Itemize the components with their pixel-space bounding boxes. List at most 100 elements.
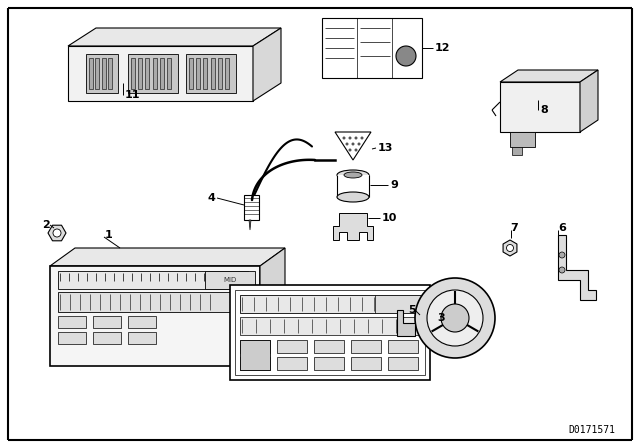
Bar — [218, 58, 222, 89]
Bar — [337, 175, 369, 197]
Polygon shape — [580, 70, 598, 132]
Text: 7: 7 — [510, 223, 518, 233]
Bar — [203, 58, 207, 89]
Bar — [240, 340, 270, 370]
Circle shape — [355, 137, 358, 139]
Text: 11: 11 — [125, 90, 141, 100]
Circle shape — [355, 148, 358, 151]
Ellipse shape — [344, 172, 362, 178]
Ellipse shape — [337, 192, 369, 202]
Bar — [108, 58, 112, 89]
Polygon shape — [333, 213, 373, 240]
Text: 8: 8 — [540, 105, 548, 115]
Bar — [102, 58, 106, 89]
Circle shape — [396, 46, 416, 66]
Bar — [196, 58, 200, 89]
Bar — [388, 357, 418, 370]
Bar — [160, 58, 164, 89]
Circle shape — [358, 142, 360, 146]
Bar — [500, 82, 580, 132]
Bar — [89, 58, 93, 89]
Bar — [211, 58, 215, 89]
Bar — [167, 58, 171, 89]
Bar — [58, 292, 248, 312]
Polygon shape — [50, 248, 285, 266]
Circle shape — [53, 229, 61, 237]
Bar — [58, 271, 248, 289]
Bar — [153, 58, 157, 89]
Bar — [131, 58, 135, 89]
Bar — [58, 316, 86, 328]
Text: 1: 1 — [105, 230, 113, 240]
Bar — [277, 340, 307, 353]
Text: 12: 12 — [435, 43, 451, 53]
Circle shape — [360, 137, 364, 139]
Bar — [314, 340, 344, 353]
Circle shape — [559, 252, 565, 258]
Bar — [93, 332, 121, 344]
Bar — [235, 290, 425, 375]
Bar — [277, 357, 307, 370]
Polygon shape — [68, 28, 281, 46]
Bar — [128, 316, 156, 328]
Bar — [240, 340, 270, 353]
Text: 13: 13 — [378, 143, 394, 153]
Text: 10: 10 — [382, 213, 397, 223]
Circle shape — [441, 304, 469, 332]
Bar — [230, 285, 430, 380]
Bar — [240, 357, 270, 370]
Bar — [128, 54, 178, 93]
Text: 3: 3 — [437, 313, 445, 323]
Circle shape — [342, 137, 346, 139]
Bar — [244, 195, 259, 220]
Text: D0171571: D0171571 — [568, 425, 615, 435]
Polygon shape — [253, 28, 281, 101]
Circle shape — [349, 137, 351, 139]
Circle shape — [427, 290, 483, 346]
Circle shape — [351, 142, 355, 146]
Bar — [314, 357, 344, 370]
Text: MID: MID — [223, 277, 237, 283]
Polygon shape — [335, 132, 371, 160]
Bar — [128, 332, 156, 344]
Bar — [93, 316, 121, 328]
Bar — [375, 295, 425, 313]
Text: 9: 9 — [390, 180, 398, 190]
Bar — [512, 147, 522, 155]
Text: 2: 2 — [42, 220, 50, 230]
Bar — [58, 332, 86, 344]
Bar — [225, 58, 229, 89]
Polygon shape — [503, 240, 517, 256]
Circle shape — [506, 245, 513, 251]
Bar — [189, 58, 193, 89]
Bar — [145, 58, 149, 89]
Bar — [95, 58, 99, 89]
Polygon shape — [249, 220, 251, 230]
Bar — [86, 54, 118, 93]
Circle shape — [349, 148, 351, 151]
Bar — [351, 357, 381, 370]
Circle shape — [346, 142, 349, 146]
Polygon shape — [48, 225, 66, 241]
Polygon shape — [500, 70, 598, 82]
Polygon shape — [397, 310, 415, 336]
Circle shape — [415, 278, 495, 358]
Polygon shape — [558, 235, 596, 300]
Bar — [388, 340, 418, 353]
Polygon shape — [260, 248, 285, 366]
Bar — [510, 132, 535, 147]
Text: 6: 6 — [558, 223, 566, 233]
Circle shape — [559, 267, 565, 273]
Bar — [240, 317, 420, 335]
Bar — [186, 54, 236, 93]
Bar — [138, 58, 142, 89]
Bar — [68, 46, 253, 101]
Text: 4: 4 — [207, 193, 215, 203]
Bar — [205, 271, 255, 289]
Text: 5: 5 — [408, 305, 415, 315]
Bar — [240, 295, 420, 313]
Bar — [351, 340, 381, 353]
Bar — [50, 266, 260, 366]
Ellipse shape — [337, 170, 369, 180]
Bar — [322, 18, 422, 78]
